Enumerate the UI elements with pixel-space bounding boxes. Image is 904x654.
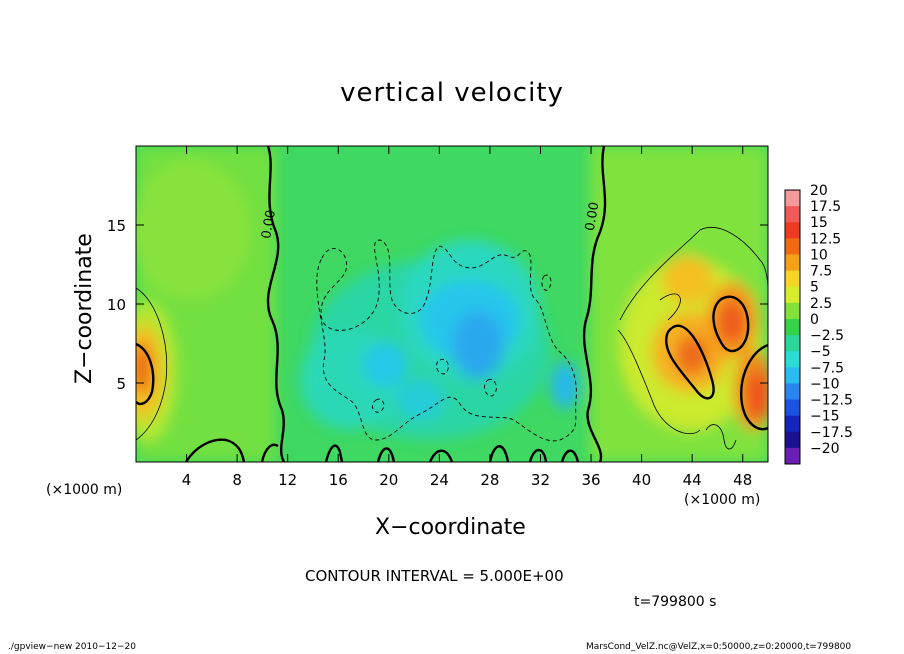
x-tick-label: 28: [480, 471, 499, 489]
x-axis: 4 8 12 16 20 24 28 32 36 40 44 48: [182, 146, 752, 489]
x-unit-label-left: (×1000 m): [46, 482, 123, 498]
y-axis: 5 10 15: [107, 217, 768, 393]
x-tick-label: 4: [182, 471, 192, 489]
colorbar-label: 2.5: [810, 296, 832, 312]
colorbar-label: −17.5: [810, 425, 853, 441]
x-tick-label: 20: [379, 471, 398, 489]
y-tick-label: 10: [107, 296, 126, 314]
colorbar-swatch: [785, 447, 800, 465]
contour-lines: [136, 146, 768, 462]
colorbar-swatch: [785, 431, 800, 449]
time-label: t=799800 s: [634, 594, 717, 610]
colorbar-label: 10: [810, 247, 828, 263]
colorbar-label: −20: [810, 441, 840, 457]
colorbar-swatch: [785, 399, 800, 417]
shading-layer: [136, 146, 768, 462]
colorbar-label: −12.5: [810, 393, 853, 409]
x-tick-label: 16: [329, 471, 348, 489]
y-tick-label: 15: [107, 217, 126, 235]
contour-label: 0.00: [583, 201, 603, 232]
x-axis-label: X−coordinate: [375, 515, 526, 540]
x-unit-label-right: (×1000 m): [684, 492, 761, 508]
colorbar-label: 15: [810, 215, 828, 231]
contour-label: 0.00: [259, 209, 279, 240]
x-tick-label: 24: [430, 471, 449, 489]
x-tick-label: 12: [278, 471, 297, 489]
colorbar-swatch: [785, 206, 800, 223]
x-tick-label: 8: [232, 471, 242, 489]
colorbar-label: 17.5: [810, 199, 841, 215]
colorbar-label: 20: [810, 183, 828, 199]
colorbar-label: −2.5: [810, 328, 844, 344]
x-tick-label: 40: [632, 471, 651, 489]
colorbar: 2017.51512.5107.552.50−2.5−5−7.5−10−12.5…: [784, 183, 853, 465]
colorbar-swatch: [785, 351, 800, 368]
colorbar-swatch: [785, 302, 800, 320]
colorbar-swatch: [785, 367, 800, 384]
x-tick-label: 44: [683, 471, 702, 489]
colorbar-label: −15: [810, 409, 840, 425]
colorbar-frame: [784, 189, 801, 465]
colorbar-swatch: [785, 415, 800, 433]
footer-source: MarsCond_VelZ.nc@VelZ,x=0:50000,z=0:2000…: [586, 642, 852, 652]
colorbar-swatch: [785, 254, 800, 272]
x-tick-label: 32: [531, 471, 550, 489]
colorbar-label: −10: [810, 376, 840, 392]
colorbar-swatch: [785, 238, 800, 255]
colorbar-label: −5: [810, 344, 831, 360]
colorbar-swatch: [785, 190, 800, 207]
colorbar-swatch: [785, 383, 800, 401]
y-tick-label: 5: [116, 375, 126, 393]
colorbar-swatch: [785, 222, 800, 239]
colorbar-label: 5: [810, 280, 819, 296]
chart-title: vertical velocity: [340, 78, 564, 108]
colorbar-swatch: [785, 286, 800, 304]
contour-interval-text: CONTOUR INTERVAL = 5.000E+00: [305, 567, 564, 585]
footer-program: ./gpview−new 2010−12−20: [8, 642, 136, 652]
x-tick-label: 36: [581, 471, 600, 489]
colorbar-label: 7.5: [810, 264, 832, 280]
colorbar-swatch: [785, 335, 800, 352]
x-tick-label: 48: [733, 471, 752, 489]
colorbar-swatch: [785, 270, 800, 288]
colorbar-label: −7.5: [810, 360, 844, 376]
colorbar-swatch: [785, 318, 800, 336]
contour-labels: 0.00 0.00: [259, 201, 602, 240]
y-axis-label: Z−coordinate: [72, 233, 97, 384]
colorbar-label: 0: [810, 312, 819, 328]
colorbar-label: 12.5: [810, 231, 841, 247]
